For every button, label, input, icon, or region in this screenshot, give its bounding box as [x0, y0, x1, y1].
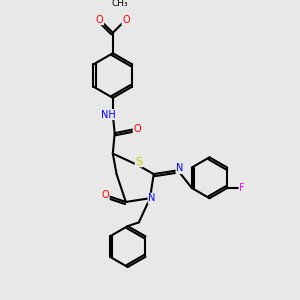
- Text: F: F: [239, 183, 245, 193]
- Text: O: O: [133, 124, 141, 134]
- Text: CH₃: CH₃: [112, 0, 129, 8]
- Text: N: N: [148, 193, 155, 203]
- Text: NH: NH: [101, 110, 116, 120]
- Text: O: O: [122, 15, 130, 25]
- Text: O: O: [102, 190, 109, 200]
- Text: S: S: [135, 157, 142, 167]
- Text: O: O: [96, 15, 103, 25]
- Text: N: N: [176, 164, 183, 173]
